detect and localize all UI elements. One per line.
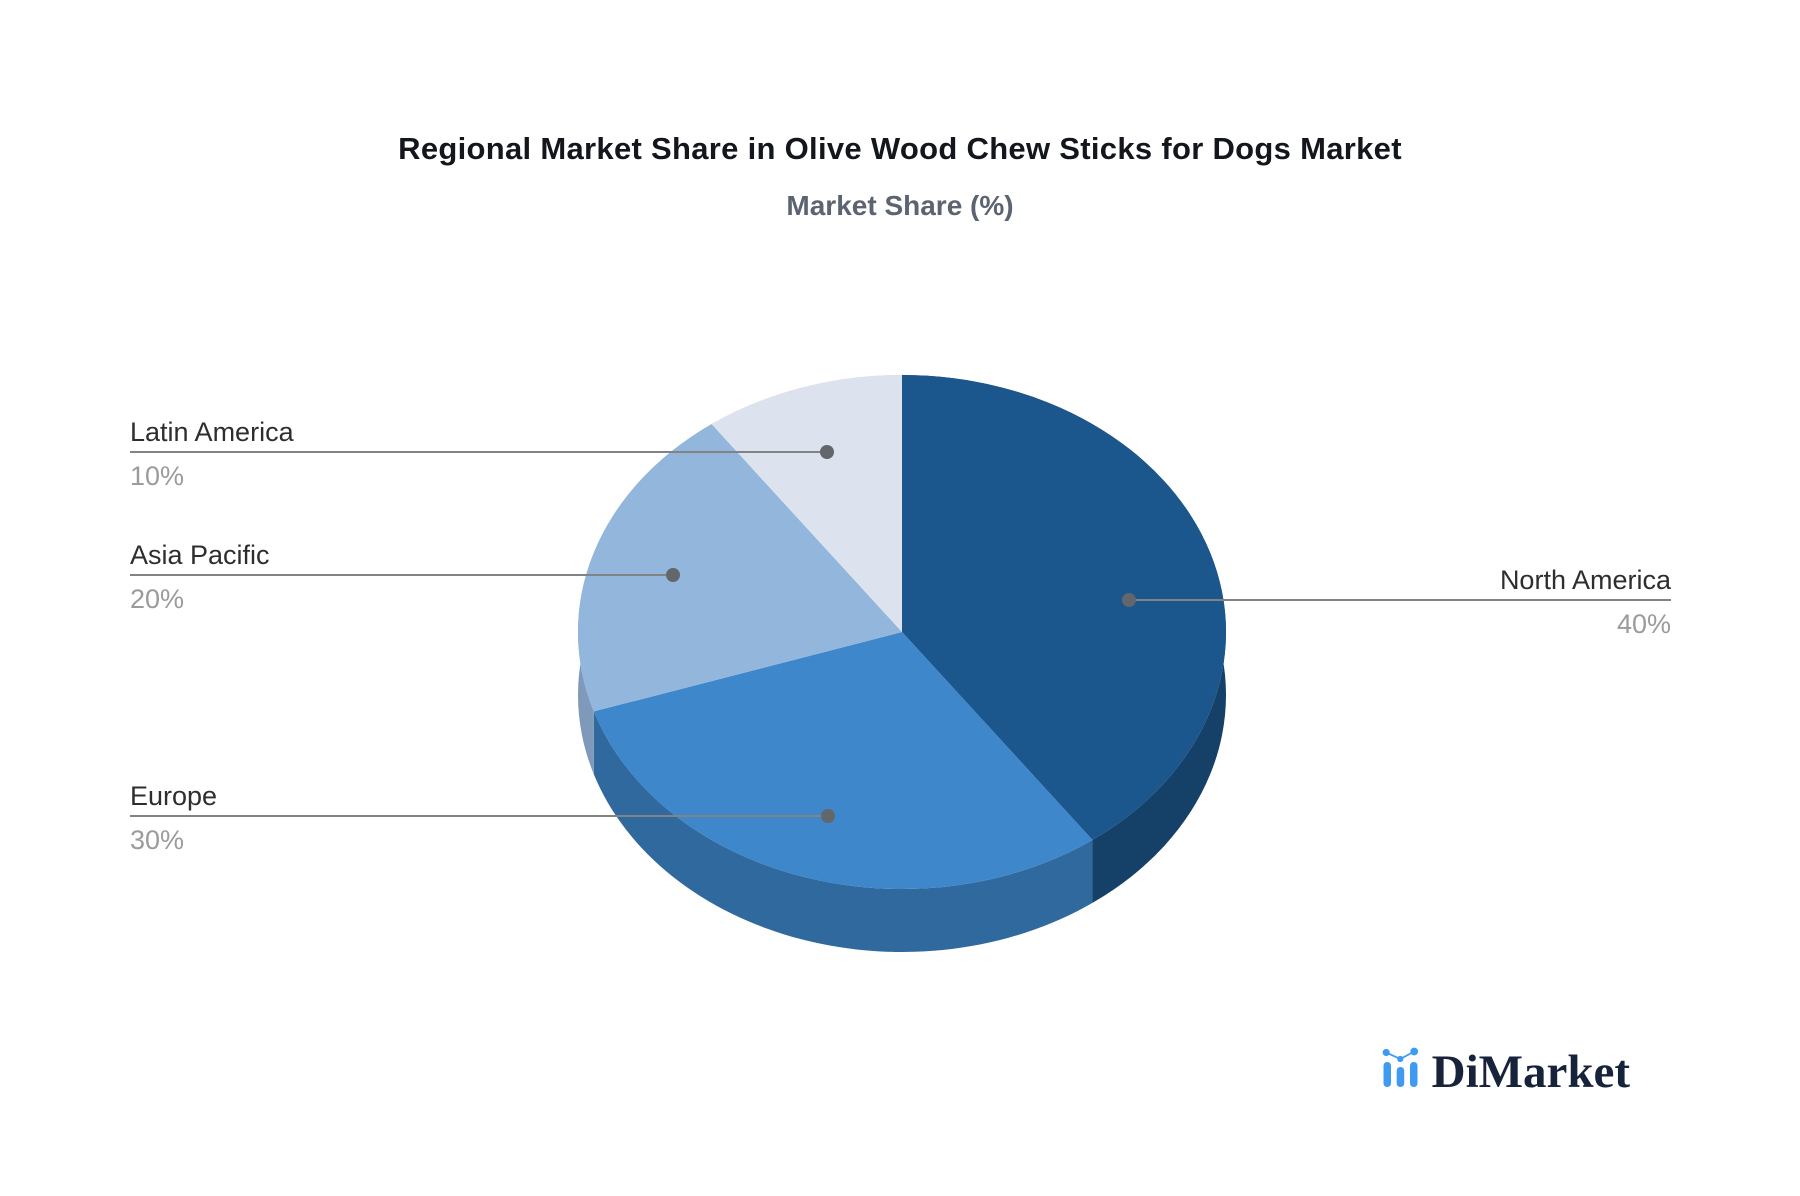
pie-slice-latin-america[interactable]	[711, 375, 902, 632]
pie-slice-north-america[interactable]	[902, 375, 1227, 840]
slice-label: Europe	[130, 781, 218, 811]
callout-dot-latin-america	[820, 445, 834, 459]
chart-subtitle: Market Share (%)	[786, 190, 1014, 221]
slice-percent: 20%	[130, 584, 185, 614]
callout-dot-asia-pacific	[666, 568, 680, 582]
slice-percent: 10%	[130, 461, 185, 491]
slice-label: Latin America	[130, 417, 294, 447]
slice-percent: 30%	[130, 825, 185, 855]
callout-dot-north-america	[1122, 593, 1136, 607]
chart-title: Regional Market Share in Olive Wood Chew…	[398, 131, 1402, 166]
pie-slice-side-europe	[593, 711, 1093, 953]
slice-label: Asia Pacific	[130, 540, 270, 570]
slice-percent: 40%	[1616, 609, 1671, 639]
slice-label: North America	[1499, 565, 1671, 595]
pie-slice-asia-pacific[interactable]	[578, 424, 902, 712]
brand-name: DiMarket	[1431, 1045, 1630, 1098]
pie-slice-europe[interactable]	[593, 632, 1093, 890]
dimarket-logo: DiMarket	[1380, 1045, 1630, 1099]
callout-dot-europe	[821, 809, 835, 823]
bar-chart-icon	[1382, 1047, 1418, 1087]
